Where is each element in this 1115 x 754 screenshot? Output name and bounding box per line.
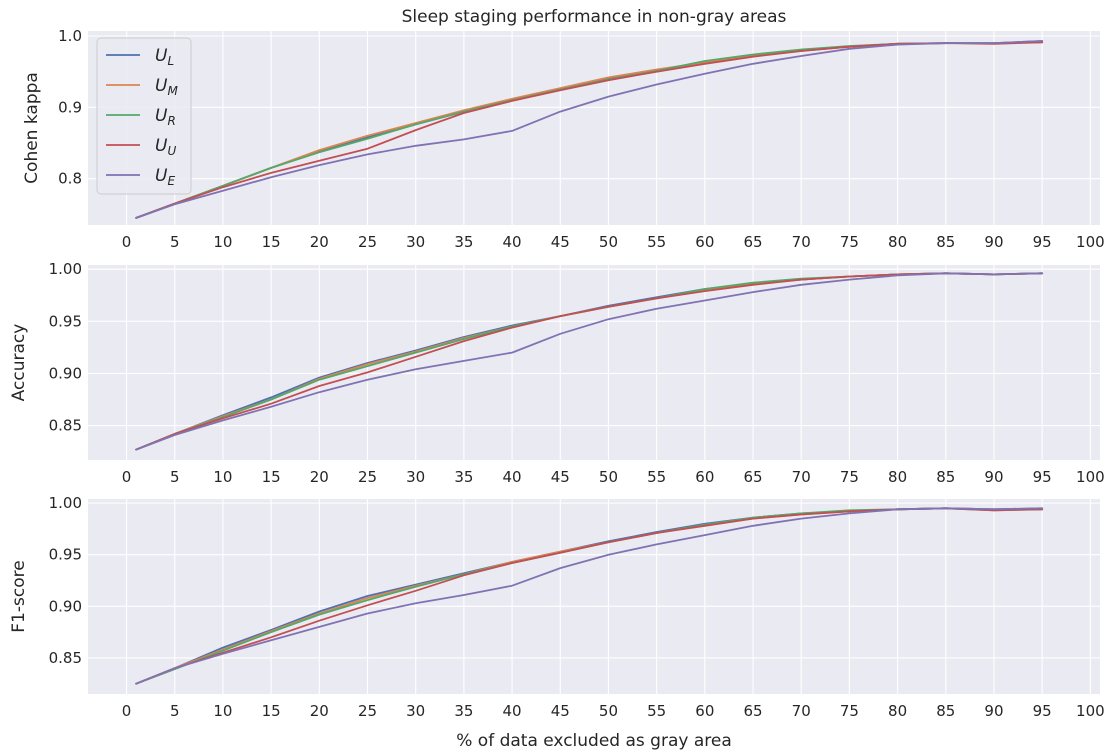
chart-panel-3: 0 5 10 15 20 25 30 35 40 45 50 55 60 65 70 75 80 85 90 95 10… bbox=[9, 494, 1105, 720]
x-tick-label: 80 bbox=[888, 233, 907, 251]
x-tick-label: 95 bbox=[1033, 468, 1052, 486]
x-tick-label: 80 bbox=[888, 702, 907, 720]
legend-label: UR bbox=[155, 106, 176, 128]
y-tick-label: 1.00 bbox=[49, 494, 82, 512]
x-tick-label: 0 bbox=[122, 233, 132, 251]
x-tick-label: 70 bbox=[792, 702, 811, 720]
x-tick-label: 20 bbox=[310, 468, 329, 486]
y-axis-label: Accuracy bbox=[9, 324, 29, 402]
legend-label: UU bbox=[155, 136, 176, 158]
x-tick-label: 50 bbox=[599, 468, 618, 486]
x-tick-label: 25 bbox=[358, 233, 377, 251]
x-tick-label: 60 bbox=[695, 233, 714, 251]
x-tick-label: 65 bbox=[743, 468, 762, 486]
x-tick-label: 45 bbox=[551, 702, 570, 720]
x-tick-label: 30 bbox=[406, 233, 425, 251]
y-tick-label: 0.95 bbox=[49, 312, 82, 330]
x-tick-label: 55 bbox=[647, 468, 666, 486]
x-tick-label: 0 bbox=[122, 702, 132, 720]
y-tick-label: 0.90 bbox=[49, 364, 82, 382]
x-tick-label: 75 bbox=[840, 468, 859, 486]
x-tick-label: 35 bbox=[454, 702, 473, 720]
x-tick-label: 55 bbox=[647, 702, 666, 720]
chart-title: Sleep staging performance in non-gray ar… bbox=[402, 7, 787, 27]
x-tick-label: 80 bbox=[888, 468, 907, 486]
legend: UL UM UR UU UE bbox=[96, 37, 192, 195]
x-tick-label: 65 bbox=[743, 702, 762, 720]
x-tick-label: 40 bbox=[503, 233, 522, 251]
x-tick-label: 85 bbox=[936, 233, 955, 251]
x-tick-label: 90 bbox=[984, 468, 1003, 486]
y-tick-label: 1.0 bbox=[58, 27, 82, 45]
x-tick-label: 25 bbox=[358, 702, 377, 720]
x-tick-label: 40 bbox=[503, 468, 522, 486]
x-tick-label: 95 bbox=[1033, 233, 1052, 251]
x-tick-label: 10 bbox=[213, 468, 232, 486]
x-tick-label: 10 bbox=[213, 702, 232, 720]
series-line-u-u bbox=[135, 41, 1044, 219]
x-tick-label: 50 bbox=[599, 702, 618, 720]
y-tick-label: 1.00 bbox=[49, 260, 82, 278]
legend-label: UE bbox=[155, 166, 175, 188]
y-tick-label: 0.9 bbox=[58, 98, 82, 116]
y-tick-label: 0.90 bbox=[49, 597, 82, 615]
x-tick-label: 15 bbox=[262, 233, 281, 251]
x-tick-label: 70 bbox=[792, 233, 811, 251]
y-tick-label: 0.85 bbox=[49, 649, 82, 667]
x-tick-label: 20 bbox=[310, 233, 329, 251]
x-tick-label: 85 bbox=[936, 468, 955, 486]
x-tick-label: 5 bbox=[170, 702, 180, 720]
y-tick-label: 0.8 bbox=[58, 170, 82, 188]
y-axis-label: Cohen kappa bbox=[22, 72, 42, 184]
x-tick-label: 5 bbox=[170, 233, 180, 251]
x-tick-label: 0 bbox=[122, 468, 132, 486]
panels: 0 5 10 15 20 25 30 35 40 45 50 55 60 65 70 75 80 85 90 95 10… bbox=[9, 27, 1105, 720]
plot-area bbox=[88, 31, 1100, 225]
y-tick-label: 0.85 bbox=[49, 417, 82, 435]
x-tick-label: 15 bbox=[262, 702, 281, 720]
x-tick-label: 85 bbox=[936, 702, 955, 720]
x-tick-label: 45 bbox=[551, 233, 570, 251]
legend-label: UM bbox=[155, 76, 178, 98]
x-tick-label: 70 bbox=[792, 468, 811, 486]
x-tick-label: 35 bbox=[454, 468, 473, 486]
x-tick-label: 55 bbox=[647, 233, 666, 251]
legend-box bbox=[96, 37, 192, 195]
x-tick-label: 100 bbox=[1076, 702, 1105, 720]
x-tick-label: 100 bbox=[1076, 468, 1105, 486]
x-tick-label: 50 bbox=[599, 233, 618, 251]
x-tick-label: 60 bbox=[695, 468, 714, 486]
x-tick-label: 95 bbox=[1033, 702, 1052, 720]
y-axis-label: F1-score bbox=[9, 560, 29, 632]
plot-area bbox=[88, 499, 1100, 694]
plot-area bbox=[88, 265, 1100, 460]
x-tick-label: 90 bbox=[984, 233, 1003, 251]
x-tick-label: 5 bbox=[170, 468, 180, 486]
x-tick-label: 35 bbox=[454, 233, 473, 251]
chart-panel-2: 0 5 10 15 20 25 30 35 40 45 50 55 60 65 70 75 80 85 90 95 10… bbox=[9, 260, 1105, 486]
series-line-u-e bbox=[135, 272, 1044, 451]
x-tick-label: 60 bbox=[695, 702, 714, 720]
x-tick-label: 75 bbox=[840, 702, 859, 720]
x-tick-label: 90 bbox=[984, 702, 1003, 720]
x-tick-label: 25 bbox=[358, 468, 377, 486]
series-line-u-e bbox=[135, 40, 1044, 219]
x-axis-label: % of data excluded as gray area bbox=[456, 731, 732, 751]
series-line-u-e bbox=[135, 507, 1044, 685]
x-tick-label: 30 bbox=[406, 468, 425, 486]
series-line-u-u bbox=[135, 272, 1044, 451]
chart-panel-1: 0 5 10 15 20 25 30 35 40 45 50 55 60 65 70 75 80 85 90 95 10… bbox=[22, 27, 1105, 251]
x-tick-label: 45 bbox=[551, 468, 570, 486]
x-tick-label: 20 bbox=[310, 702, 329, 720]
legend-label: UL bbox=[155, 46, 174, 68]
x-tick-label: 65 bbox=[743, 233, 762, 251]
x-tick-label: 15 bbox=[262, 468, 281, 486]
x-tick-label: 10 bbox=[213, 233, 232, 251]
x-tick-label: 75 bbox=[840, 233, 859, 251]
x-tick-label: 100 bbox=[1076, 233, 1105, 251]
x-tick-label: 30 bbox=[406, 702, 425, 720]
y-tick-label: 0.95 bbox=[49, 546, 82, 564]
x-tick-label: 40 bbox=[503, 702, 522, 720]
